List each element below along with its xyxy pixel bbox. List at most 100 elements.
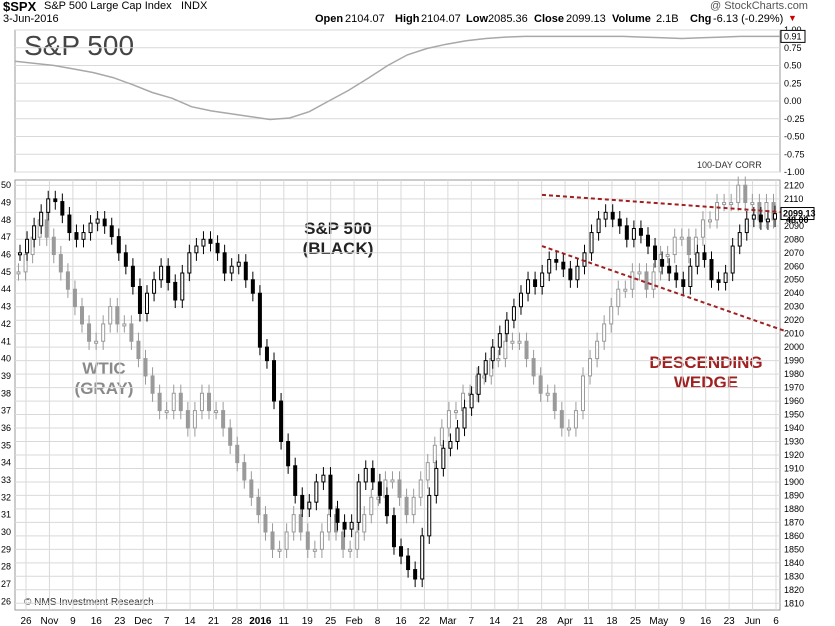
- wtic-candle: [700, 219, 705, 238]
- right-axis-tick: 1830: [784, 571, 804, 581]
- wtic-candle: [623, 288, 628, 292]
- x-axis-label: 23: [114, 616, 126, 626]
- spx-last-value-box: [780, 207, 815, 221]
- right-axis-tick: 1920: [784, 450, 804, 460]
- wtic-candle: [207, 392, 212, 412]
- spx-candle: [95, 218, 100, 224]
- spx-candle: [709, 259, 714, 281]
- x-axis-label: Apr: [557, 616, 573, 626]
- wtic-annotation-line1: WTIC: [82, 359, 126, 378]
- spx-candle: [653, 245, 658, 261]
- spx-candle: [504, 319, 509, 335]
- wtic-candle: [87, 323, 92, 342]
- wtic-candle: [503, 340, 508, 360]
- left-axis-tick: 45: [1, 267, 11, 277]
- wtic-candle: [263, 514, 268, 533]
- left-axis-tick: 26: [1, 596, 11, 606]
- left-axis-tick: 36: [1, 423, 11, 433]
- right-axis-tick: 1840: [784, 558, 804, 568]
- spx-candle: [222, 252, 227, 274]
- wtic-candle: [348, 548, 353, 552]
- spx-annotation-line1: S&P 500: [304, 219, 372, 238]
- wtic-candle: [58, 254, 63, 273]
- wtic-candle: [432, 444, 437, 464]
- wtic-candle: [665, 254, 670, 258]
- right-axis-tick: 1850: [784, 544, 804, 554]
- left-axis-tick: 48: [1, 215, 11, 225]
- spx-candle: [723, 272, 728, 283]
- right-axis-tick: 1910: [784, 463, 804, 473]
- chg-value: -6.13 (-0.29%): [713, 13, 784, 25]
- left-axis-tick: 50: [1, 180, 11, 190]
- spx-candle: [674, 272, 679, 281]
- right-axis-tick: 2070: [784, 248, 804, 258]
- spx-candle: [250, 279, 255, 294]
- spx-candle: [307, 501, 312, 510]
- spx-candle: [145, 292, 150, 314]
- corr-y-tick: 0.25: [784, 78, 802, 88]
- wtic-candle: [517, 340, 522, 344]
- spx-candle: [730, 245, 735, 274]
- index-name: S&P 500 Large Cap Index: [44, 0, 172, 12]
- right-axis-tick: 1820: [784, 585, 804, 595]
- wtic-candle: [545, 392, 550, 396]
- right-axis-tick: 2060: [784, 261, 804, 271]
- right-axis-tick: 1960: [784, 396, 804, 406]
- corr-y-tick: -0.50: [784, 132, 805, 142]
- x-axis-label: Nov: [41, 616, 59, 626]
- right-axis-tick: 2050: [784, 275, 804, 285]
- spx-candle: [518, 292, 523, 308]
- x-axis-label: 25: [630, 616, 642, 626]
- spx-candle: [194, 245, 199, 254]
- corr-y-tick: -0.25: [784, 114, 805, 124]
- wtic-candle: [397, 479, 402, 498]
- wtic-candle: [362, 514, 367, 533]
- x-axis-label: 11: [583, 616, 594, 626]
- wtic-candle: [369, 496, 374, 516]
- wtic-candle: [355, 531, 360, 550]
- left-axis-tick: 30: [1, 527, 11, 537]
- right-axis-tick: 1880: [784, 504, 804, 514]
- exchange: INDX: [181, 0, 208, 12]
- spx-candle: [180, 272, 185, 301]
- spx-candle: [462, 407, 467, 429]
- wtic-candle: [51, 236, 56, 256]
- spx-candle: [737, 232, 742, 247]
- spx-candle: [688, 265, 693, 287]
- right-axis-tick: 2000: [784, 342, 804, 352]
- left-axis-tick: 49: [1, 198, 11, 208]
- right-axis-tick: 2090: [784, 221, 804, 231]
- right-axis-tick: 1810: [784, 598, 804, 608]
- wtic-candle: [552, 392, 557, 412]
- close-label: Close: [534, 13, 564, 25]
- wtic-candle: [341, 531, 346, 550]
- corr-y-tick: -0.75: [784, 149, 805, 159]
- spx-candle: [406, 555, 411, 571]
- wtic-candle: [305, 531, 310, 550]
- spx-candle: [363, 467, 368, 483]
- spx-candle: [53, 198, 58, 203]
- wtic-candle: [736, 184, 741, 204]
- spx-candle: [342, 521, 347, 530]
- spx-candle: [427, 494, 432, 537]
- spx-candle: [335, 508, 340, 523]
- wtic-candle: [256, 496, 261, 516]
- right-axis-tick: 1970: [784, 383, 804, 393]
- left-axis-tick: 39: [1, 371, 11, 381]
- x-axis-label: 11: [279, 616, 290, 626]
- wtic-candle: [65, 271, 70, 290]
- wtic-candle: [425, 462, 430, 481]
- spx-candle: [370, 467, 375, 483]
- wtic-candle: [228, 427, 233, 446]
- wtic-candle: [580, 375, 585, 412]
- spx-candle: [773, 213, 777, 220]
- spx-candle: [229, 265, 234, 274]
- spx-candle: [540, 272, 545, 287]
- left-axis-tick: 42: [1, 319, 11, 329]
- spx-candle: [695, 252, 700, 267]
- wtic-candle: [242, 462, 247, 481]
- wtic-candle: [651, 271, 656, 290]
- spx-candle: [575, 265, 580, 281]
- x-axis-label: 9: [70, 616, 76, 626]
